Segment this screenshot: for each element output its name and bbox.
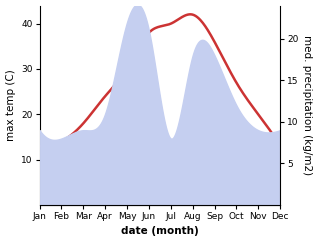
Y-axis label: med. precipitation (kg/m2): med. precipitation (kg/m2) (302, 35, 313, 175)
Y-axis label: max temp (C): max temp (C) (5, 69, 16, 141)
X-axis label: date (month): date (month) (121, 227, 199, 236)
